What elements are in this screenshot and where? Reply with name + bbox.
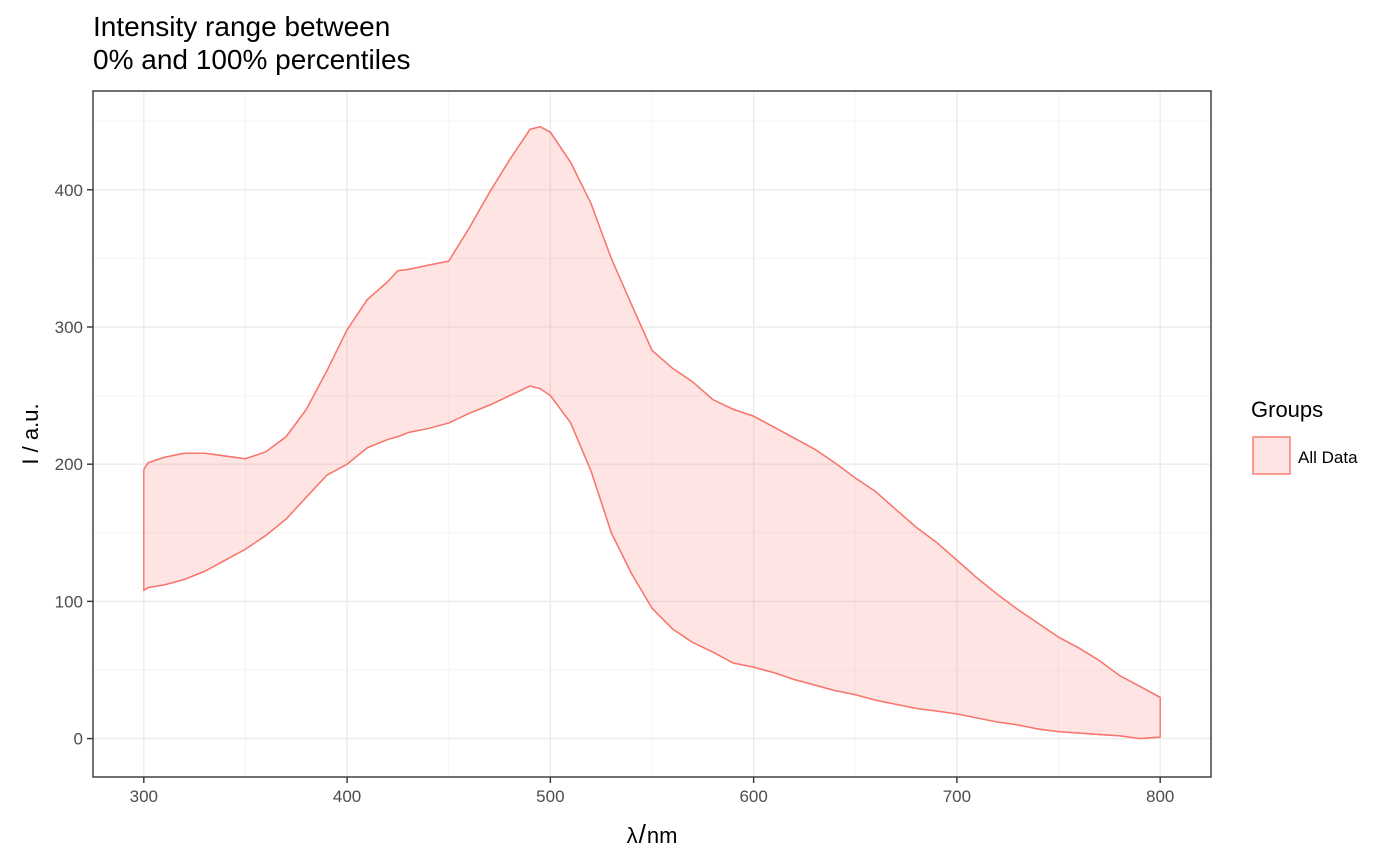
x-tick-label: 300 bbox=[130, 787, 158, 806]
y-axis-title: I / a.u. bbox=[18, 403, 43, 464]
legend-title: Groups bbox=[1251, 397, 1323, 422]
x-axis-title-symbol: λ bbox=[627, 823, 638, 848]
grid bbox=[93, 91, 1211, 777]
axis-ticks: 300 400 500 600 700 800 0 100 200 300 400 bbox=[55, 181, 1175, 806]
upper-bound-line bbox=[143, 125, 1161, 699]
x-tick-label: 800 bbox=[1146, 787, 1174, 806]
x-tick-label: 400 bbox=[333, 787, 361, 806]
x-axis-title-slash: / bbox=[639, 819, 647, 849]
data-layer bbox=[143, 125, 1161, 740]
chart-title-line-1: Intensity range between bbox=[93, 11, 391, 42]
y-tick-label: 300 bbox=[55, 318, 83, 337]
y-tick-label: 200 bbox=[55, 455, 83, 474]
lower-bound-line bbox=[143, 385, 1161, 740]
x-tick-label: 600 bbox=[739, 787, 767, 806]
x-tick-label: 700 bbox=[943, 787, 971, 806]
legend-key-all-data bbox=[1252, 436, 1291, 475]
chart-title: Intensity range between 0% and 100% perc… bbox=[93, 10, 411, 76]
y-tick-label: 400 bbox=[55, 181, 83, 200]
y-tick-label: 0 bbox=[74, 730, 83, 749]
panel-border bbox=[92, 90, 1212, 778]
y-tick-label: 100 bbox=[55, 592, 83, 611]
legend: Groups All Data bbox=[1251, 397, 1358, 475]
legend-label-all-data: All Data bbox=[1298, 448, 1358, 467]
x-axis-title: λ/nm bbox=[627, 819, 678, 849]
chart-title-line-2: 0% and 100% percentiles bbox=[93, 44, 411, 75]
x-tick-label: 500 bbox=[536, 787, 564, 806]
x-axis-title-unit: nm bbox=[647, 823, 678, 848]
